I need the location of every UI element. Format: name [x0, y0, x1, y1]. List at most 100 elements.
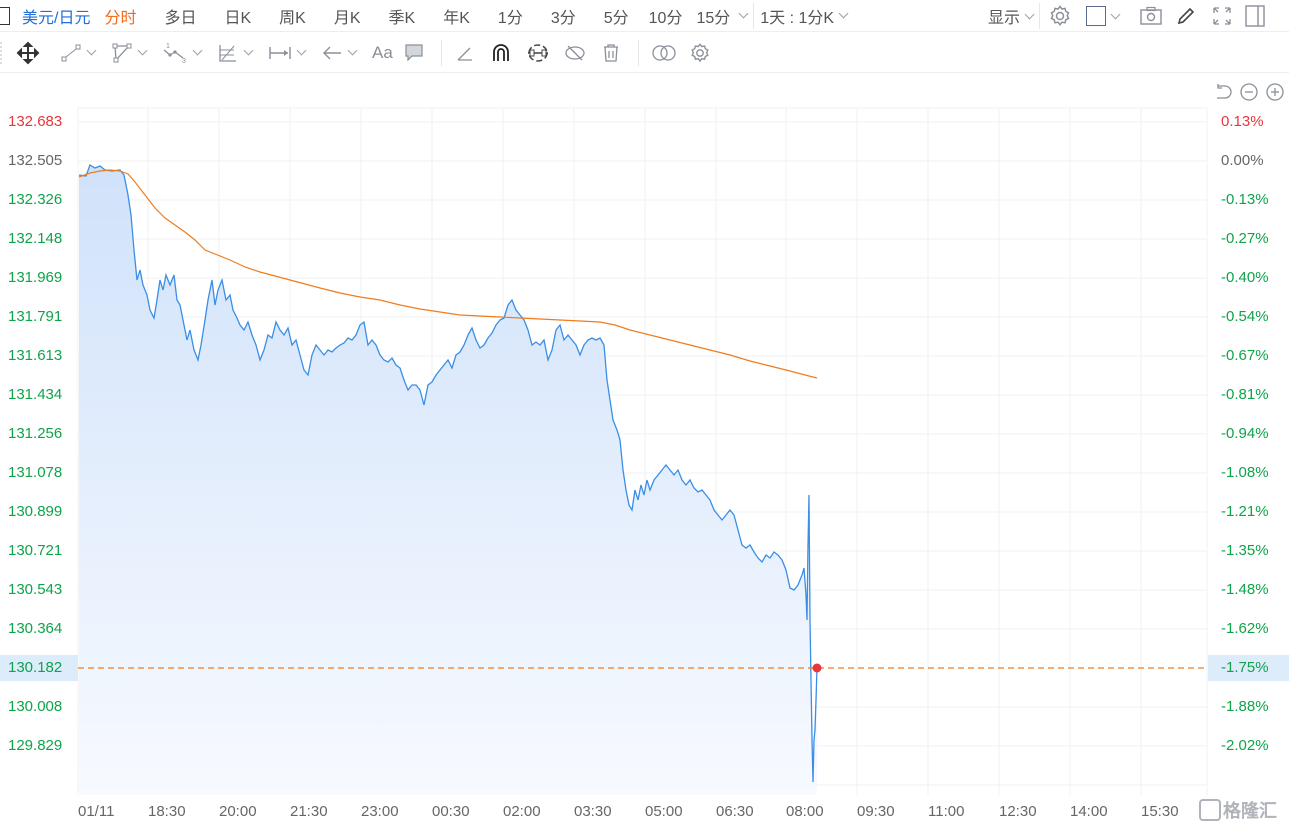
- zoom-in-icon[interactable]: [1265, 82, 1285, 102]
- chevron-down-icon[interactable]: [192, 45, 203, 56]
- y-left-label: 131.969: [8, 269, 63, 286]
- trash-icon: [603, 43, 618, 62]
- intraday-chart[interactable]: 132.683 132.505 132.326 132.148 131.969 …: [0, 74, 1289, 830]
- delete-tool[interactable]: [600, 42, 622, 64]
- x-label: 09:30: [857, 803, 895, 820]
- ruler-tool[interactable]: [454, 42, 476, 64]
- tab-period-4[interactable]: 月K: [333, 9, 361, 27]
- ruler-icon: [457, 47, 472, 61]
- x-label: 14:00: [1070, 803, 1108, 820]
- divider: [1039, 3, 1041, 29]
- display-chevron-icon[interactable]: [1024, 9, 1035, 19]
- zoom-controls: [1213, 82, 1285, 102]
- y-right-label: -0.81%: [1221, 386, 1269, 403]
- tab-period-3[interactable]: 周K: [279, 9, 306, 27]
- divider: [637, 39, 639, 66]
- divider: [440, 39, 442, 66]
- watermark-text: 格隆汇: [1223, 801, 1277, 821]
- chevron-down-icon[interactable]: [296, 45, 307, 56]
- hide-tool[interactable]: [564, 42, 586, 64]
- range-tool[interactable]: [268, 42, 311, 64]
- arrow-tool[interactable]: [321, 42, 362, 64]
- compare-icon: [652, 44, 676, 61]
- symbol-title[interactable]: 美元/日元: [22, 9, 91, 27]
- current-change-label-bg: [1208, 655, 1289, 681]
- y-right-label: 0.00%: [1221, 152, 1264, 169]
- plot-area: [77, 107, 1208, 795]
- comment-tool[interactable]: [403, 42, 425, 64]
- average-line: [78, 169, 818, 379]
- range-icon: [269, 46, 291, 59]
- y-left-label: 132.683: [8, 113, 63, 130]
- compare-tool[interactable]: [651, 42, 677, 64]
- tab-period-11[interactable]: 15分: [696, 9, 731, 27]
- tab-period-0[interactable]: 分时: [104, 9, 137, 27]
- gear-icon[interactable]: [1048, 4, 1072, 28]
- tab-period-9[interactable]: 5分: [603, 9, 629, 27]
- x-label: 00:30: [432, 803, 470, 820]
- tab-period-6[interactable]: 年K: [443, 9, 470, 27]
- tab-period-8[interactable]: 3分: [550, 9, 576, 27]
- svg-text:1: 1: [166, 43, 170, 50]
- pencil-icon[interactable]: [1175, 5, 1197, 27]
- tab-period-2[interactable]: 日K: [224, 9, 252, 27]
- chevron-down-icon[interactable]: [86, 45, 97, 56]
- panel-toggle-icon[interactable]: [1245, 5, 1265, 27]
- current-price-label: 130.182: [8, 659, 63, 676]
- drag-handle[interactable]: [0, 41, 4, 64]
- tab-period-1[interactable]: 多日: [164, 9, 197, 27]
- reset-icon[interactable]: [1213, 82, 1233, 102]
- y-left-label: 131.078: [8, 464, 63, 481]
- y-right-label: -2.02%: [1221, 737, 1269, 754]
- y-left-label: 130.899: [8, 503, 63, 520]
- move-icon: [16, 41, 40, 64]
- settings-tool[interactable]: [689, 42, 711, 64]
- color-box-icon[interactable]: [1086, 6, 1107, 26]
- tab-period-10[interactable]: 10分: [648, 9, 683, 27]
- y-right-label: -1.35%: [1221, 542, 1269, 559]
- zoom-out-icon[interactable]: [1239, 82, 1259, 102]
- watermark-logo-icon: [1199, 799, 1221, 821]
- text-tool[interactable]: Aa: [372, 43, 393, 63]
- magnet-tool[interactable]: [490, 42, 512, 64]
- range-chevron-icon[interactable]: [838, 8, 849, 19]
- color-chevron-icon[interactable]: [1110, 9, 1121, 19]
- display-menu[interactable]: 显示: [988, 10, 1021, 27]
- polygon-tool[interactable]: [111, 42, 152, 64]
- y-left-label: 132.326: [8, 191, 63, 208]
- x-label: 15:30: [1141, 803, 1179, 820]
- more-periods-chevron-icon[interactable]: [738, 8, 749, 19]
- x-label: 20:00: [219, 803, 257, 820]
- lock-tool[interactable]: [526, 42, 550, 64]
- y-left-label: 130.008: [8, 698, 63, 715]
- y-right-label: -1.88%: [1221, 698, 1269, 715]
- x-label: 03:30: [574, 803, 612, 820]
- sidebar-toggle-icon[interactable]: [0, 6, 10, 25]
- tab-period-7[interactable]: 1分: [497, 9, 523, 27]
- x-label: 05:00: [645, 803, 683, 820]
- top-bar: 美元/日元 分时 多日 日K 周K 月K 季K 年K 1分 3分 5分 10分 …: [0, 0, 1289, 32]
- price-area: [79, 165, 817, 795]
- chevron-down-icon[interactable]: [137, 45, 148, 56]
- chevron-down-icon[interactable]: [243, 45, 254, 56]
- x-label: 06:30: [716, 803, 754, 820]
- settings-icon: [691, 42, 709, 62]
- y-right-label: -0.94%: [1221, 425, 1269, 442]
- chevron-down-icon[interactable]: [347, 45, 358, 56]
- range-select[interactable]: 1天 : 1分K: [760, 9, 835, 27]
- current-change-label: -1.75%: [1221, 659, 1269, 676]
- x-label: 21:30: [290, 803, 328, 820]
- move-tool[interactable]: [16, 41, 40, 65]
- watermark: 格隆汇: [1199, 797, 1277, 823]
- camera-icon[interactable]: [1139, 5, 1163, 27]
- line-tool[interactable]: [60, 42, 101, 64]
- fibonacci-tool[interactable]: [217, 42, 258, 64]
- y-right-label: -1.08%: [1221, 464, 1269, 481]
- y-right-label: -1.62%: [1221, 620, 1269, 637]
- fullscreen-icon[interactable]: [1211, 5, 1233, 27]
- arrow-left-icon: [323, 46, 341, 59]
- y-left-label: 131.434: [8, 386, 63, 403]
- x-label: 23:00: [361, 803, 399, 820]
- tab-period-5[interactable]: 季K: [388, 9, 416, 27]
